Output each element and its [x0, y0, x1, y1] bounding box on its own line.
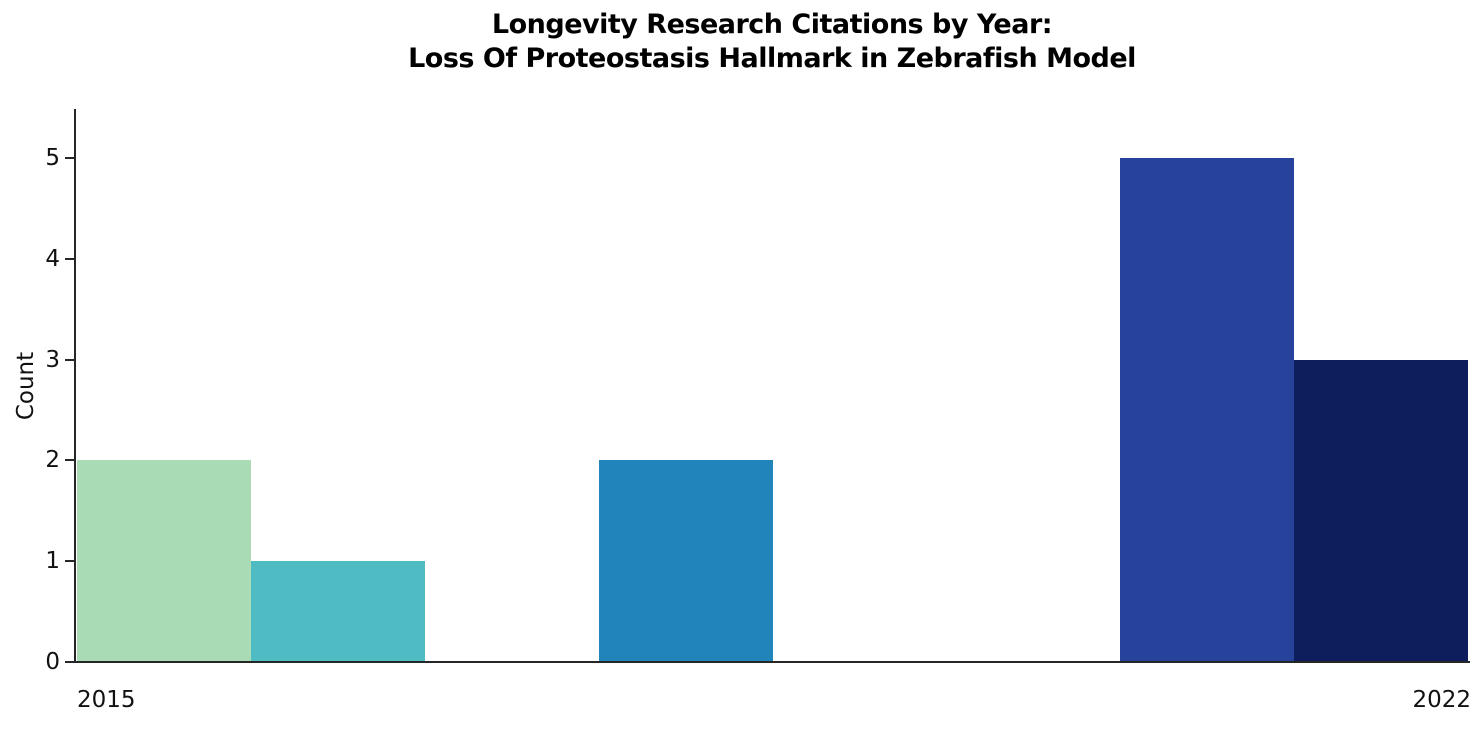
histogram-bar-2016 — [251, 561, 425, 662]
y-tick-label: 1 — [45, 548, 60, 574]
y-tick-mark — [65, 459, 74, 461]
x-tick-label-right: 2022 — [1412, 687, 1471, 713]
y-axis-label: Count — [13, 351, 39, 421]
y-tick-mark — [65, 560, 74, 562]
chart-title: Longevity Research Citations by Year: Lo… — [75, 8, 1469, 76]
chart-title-line-1: Longevity Research Citations by Year: — [491, 9, 1053, 40]
y-tick-label: 5 — [45, 145, 60, 171]
y-tick-label: 4 — [45, 246, 60, 272]
y-tick-mark — [65, 661, 74, 663]
y-axis-line — [74, 109, 76, 663]
x-axis-line — [74, 661, 1470, 663]
y-tick-label: 3 — [45, 347, 60, 373]
chart-title-line-2: Loss Of Proteostasis Hallmark in Zebrafi… — [408, 43, 1136, 74]
y-tick-mark — [65, 258, 74, 260]
x-tick-label-left: 2015 — [77, 687, 136, 713]
y-tick-mark — [65, 359, 74, 361]
histogram-bar-2021 — [1120, 158, 1294, 662]
y-tick-label: 2 — [45, 447, 60, 473]
y-tick-label: 0 — [45, 649, 60, 675]
histogram-bar-2015 — [77, 460, 251, 662]
histogram-bar-2022 — [1294, 360, 1468, 662]
histogram-bar-2018 — [599, 460, 773, 662]
y-tick-mark — [65, 157, 74, 159]
